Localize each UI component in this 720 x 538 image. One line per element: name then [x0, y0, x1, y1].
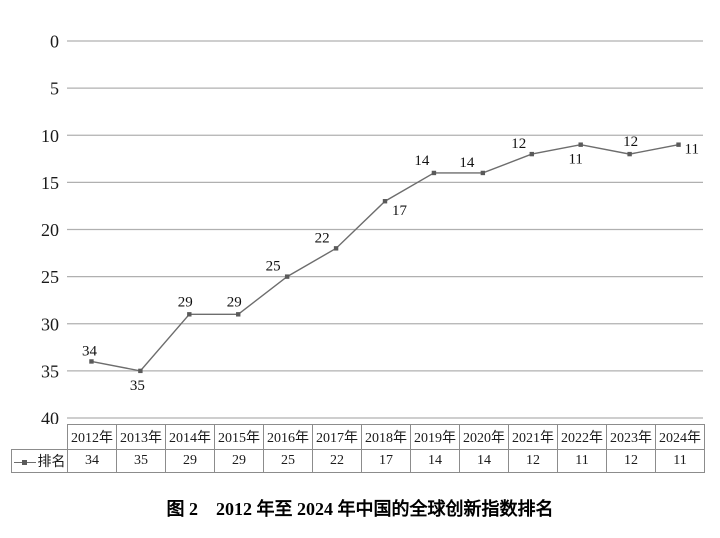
- data-point-label: 35: [130, 378, 145, 394]
- data-point-label: 12: [623, 134, 638, 150]
- data-point-marker: [333, 246, 339, 251]
- data-point-marker: [480, 170, 486, 176]
- series-line: [91, 143, 679, 372]
- rank-value-cell: 17: [361, 449, 411, 473]
- y-axis-tick-label: 30: [41, 314, 59, 334]
- data-point-label: 17: [392, 203, 408, 219]
- rank-value-cell: 12: [508, 449, 558, 473]
- data-point-label: 12: [511, 136, 526, 152]
- data-point-marker: [187, 312, 192, 317]
- y-axis-tick-label: 40: [41, 409, 59, 425]
- legend-cell: 排名: [11, 449, 68, 473]
- y-axis-tick-label: 35: [41, 361, 59, 381]
- data-point-marker: [382, 199, 388, 204]
- data-point-marker: [578, 142, 583, 147]
- year-header-cell: 2021年: [508, 424, 558, 450]
- y-axis-tick-label: 5: [50, 79, 59, 99]
- data-point-marker: [89, 359, 94, 364]
- chart-data-table-wrap: 2012年 2013年 2014年 2015年 2016年 2017年 2018年 2019年…: [11, 424, 705, 473]
- y-axis-tick-label: 20: [41, 220, 59, 240]
- rank-value-cell: 11: [557, 449, 607, 473]
- year-header-cell: 2013年: [116, 424, 166, 450]
- table-spacer-cell: [12, 425, 68, 450]
- year-header-cell: 2020年: [459, 424, 509, 450]
- rank-value-cell: 11: [655, 449, 705, 473]
- rank-value-cell: 35: [116, 449, 166, 473]
- y-axis-tick-label: 10: [41, 126, 59, 146]
- year-header-cell: 2022年: [557, 424, 607, 450]
- data-point-label: 14: [414, 153, 430, 169]
- data-point-label: 11: [568, 152, 582, 168]
- data-point-marker: [627, 151, 632, 157]
- data-point-marker: [676, 142, 681, 147]
- rank-value-cell: 29: [165, 449, 215, 473]
- rank-value-cell: 29: [214, 449, 264, 473]
- year-header-cell: 2014年: [165, 424, 215, 450]
- year-header-cell: 2018年: [361, 424, 411, 450]
- rank-value-cell: 12: [606, 449, 656, 473]
- data-point-marker: [138, 368, 143, 374]
- y-axis-tick-label: 0: [50, 32, 59, 52]
- data-point-label: 22: [315, 230, 330, 246]
- year-header-cell: 2012年: [67, 424, 117, 450]
- data-point-label: 29: [178, 294, 193, 310]
- rank-value-cell: 22: [312, 449, 362, 473]
- year-header-cell: 2024年: [655, 424, 705, 450]
- data-point-label: 29: [227, 294, 242, 310]
- series-name-label: 排名: [37, 455, 66, 470]
- y-axis-tick-label: 15: [41, 173, 59, 193]
- data-point-label: 25: [266, 259, 281, 275]
- series-marker-icon: [13, 459, 36, 467]
- rank-value-cell: 25: [263, 449, 313, 473]
- year-header-cell: 2023年: [606, 424, 656, 450]
- data-point-label: 34: [82, 343, 98, 359]
- rank-value-cell: 34: [67, 449, 117, 473]
- data-point-marker: [284, 274, 290, 279]
- figure-caption: 图 2 2012 年至 2024 年中国的全球创新指数排名: [166, 499, 554, 519]
- data-point-marker: [431, 170, 437, 176]
- year-header-cell: 2019年: [410, 424, 460, 450]
- year-header-cell: 2017年: [312, 424, 362, 450]
- year-header-cell: 2016年: [263, 424, 313, 450]
- y-axis-tick-label: 25: [41, 267, 59, 287]
- rank-value-cell: 14: [459, 449, 509, 473]
- year-header-cell: 2015年: [214, 424, 264, 450]
- rank-value-cell: 14: [410, 449, 460, 473]
- data-point-label: 14: [459, 155, 475, 171]
- data-point-label: 11: [685, 142, 699, 158]
- data-point-marker: [236, 312, 241, 317]
- innovation-index-line-chart: 0 5 10 15 20 25 30 35 40 34 35 29 29 25 22 17 14 14 12 11 12…: [41, 32, 703, 425]
- chart-data-table: 2012年 2013年 2014年 2015年 2016年 2017年 2018年 2019年…: [11, 424, 705, 473]
- data-point-marker: [529, 151, 534, 157]
